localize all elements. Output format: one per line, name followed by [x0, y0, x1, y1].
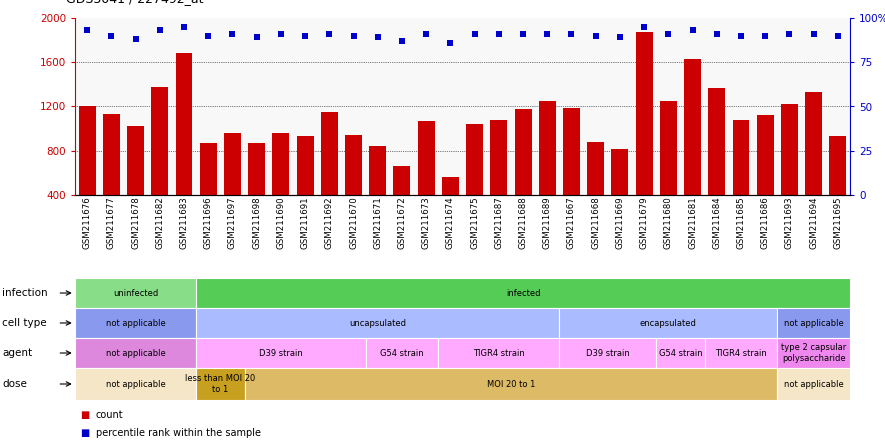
- Bar: [829, 136, 846, 239]
- Text: agent: agent: [2, 348, 32, 358]
- Bar: [418, 121, 435, 239]
- Bar: [466, 124, 483, 239]
- Bar: [781, 104, 798, 239]
- Bar: [588, 142, 604, 239]
- Text: ■: ■: [80, 410, 89, 420]
- Text: infection: infection: [2, 288, 48, 298]
- Bar: [200, 143, 217, 239]
- Bar: [563, 107, 580, 239]
- Text: TIGR4 strain: TIGR4 strain: [473, 349, 525, 357]
- Text: D39 strain: D39 strain: [586, 349, 630, 357]
- Bar: [273, 133, 289, 239]
- Bar: [635, 32, 652, 239]
- Text: type 2 capsular
polysaccharide: type 2 capsular polysaccharide: [781, 343, 846, 363]
- Bar: [103, 114, 119, 239]
- Bar: [394, 166, 411, 239]
- Text: GDS3041 / 227492_at: GDS3041 / 227492_at: [66, 0, 204, 5]
- Bar: [248, 143, 266, 239]
- Text: not applicable: not applicable: [784, 318, 843, 328]
- Bar: [442, 177, 458, 239]
- Bar: [733, 120, 750, 239]
- Text: ■: ■: [80, 428, 89, 438]
- Text: TIGR4 strain: TIGR4 strain: [715, 349, 767, 357]
- Bar: [757, 115, 773, 239]
- Text: percentile rank within the sample: percentile rank within the sample: [96, 428, 261, 438]
- Bar: [805, 92, 822, 239]
- Text: uncapsulated: uncapsulated: [350, 318, 406, 328]
- Text: dose: dose: [2, 379, 27, 389]
- Text: cell type: cell type: [2, 318, 47, 328]
- Text: infected: infected: [506, 289, 541, 297]
- Text: uninfected: uninfected: [113, 289, 158, 297]
- Text: not applicable: not applicable: [105, 380, 165, 388]
- Text: not applicable: not applicable: [105, 349, 165, 357]
- Text: encapsulated: encapsulated: [640, 318, 696, 328]
- Bar: [296, 136, 313, 239]
- Text: not applicable: not applicable: [105, 318, 165, 328]
- Text: less than MOI 20
to 1: less than MOI 20 to 1: [185, 374, 256, 394]
- Text: D39 strain: D39 strain: [259, 349, 303, 357]
- Bar: [708, 88, 726, 239]
- Bar: [345, 135, 362, 239]
- Text: G54 strain: G54 strain: [381, 349, 424, 357]
- Bar: [151, 87, 168, 239]
- Bar: [539, 101, 556, 239]
- Bar: [684, 59, 701, 239]
- Bar: [127, 127, 144, 239]
- Text: MOI 20 to 1: MOI 20 to 1: [487, 380, 535, 388]
- Text: count: count: [96, 410, 124, 420]
- Bar: [321, 112, 338, 239]
- Bar: [224, 133, 241, 239]
- Bar: [175, 53, 192, 239]
- Bar: [660, 101, 677, 239]
- Text: not applicable: not applicable: [784, 380, 843, 388]
- Bar: [369, 147, 386, 239]
- Bar: [514, 109, 532, 239]
- Bar: [490, 120, 507, 239]
- Bar: [79, 107, 96, 239]
- Bar: [612, 149, 628, 239]
- Text: G54 strain: G54 strain: [658, 349, 703, 357]
